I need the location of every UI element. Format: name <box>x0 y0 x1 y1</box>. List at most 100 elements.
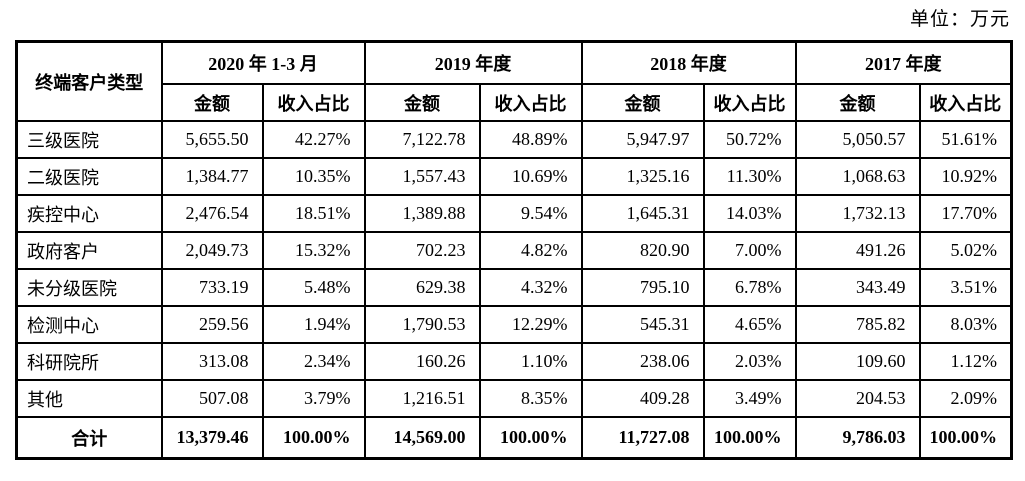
cell-amount: 313.08 <box>160 342 264 381</box>
subheader-amount-2019: 金额 <box>363 83 481 122</box>
cell-amount: 491.26 <box>794 231 921 270</box>
cell-share: 1.94% <box>261 305 366 344</box>
table-row: 三级医院 5,655.50 42.27% 7,122.78 48.89% 5,947.97… <box>15 120 1013 159</box>
cell-amount: 11,727.08 <box>580 416 705 460</box>
cell-amount: 1,790.53 <box>363 305 481 344</box>
cell-amount: 1,732.13 <box>794 194 921 233</box>
cell-amount: 785.82 <box>794 305 921 344</box>
subheader-amount-2017: 金额 <box>794 83 921 122</box>
table-header: 终端客户类型 2020 年 1-3 月 2019 年度 2018 年度 2017… <box>15 40 1013 122</box>
cell-amount: 1,068.63 <box>794 157 921 196</box>
cell-amount: 259.56 <box>160 305 264 344</box>
cell-amount: 204.53 <box>794 379 921 418</box>
cell-share: 3.51% <box>918 268 1013 307</box>
subheader-share-2019: 收入占比 <box>478 83 583 122</box>
cell-amount: 1,389.88 <box>363 194 481 233</box>
subheader-row: 金额 收入占比 金额 收入占比 金额 收入占比 金额 收入占比 <box>17 83 1013 122</box>
period-header-row: 终端客户类型 2020 年 1-3 月 2019 年度 2018 年度 2017… <box>15 40 1013 122</box>
cell-amount: 629.38 <box>363 268 481 307</box>
cell-amount: 820.90 <box>580 231 705 270</box>
cell-share: 17.70% <box>918 194 1013 233</box>
row-label: 二级医院 <box>15 157 163 196</box>
cell-amount: 1,557.43 <box>363 157 481 196</box>
cell-share: 14.03% <box>702 194 797 233</box>
cell-share: 8.03% <box>918 305 1013 344</box>
cell-amount: 13,379.46 <box>160 416 264 460</box>
cell-amount: 238.06 <box>580 342 705 381</box>
row-label: 未分级医院 <box>15 268 163 307</box>
cell-share: 42.27% <box>261 120 366 159</box>
cell-share: 15.32% <box>261 231 366 270</box>
row-label: 检测中心 <box>15 305 163 344</box>
cell-share: 3.49% <box>702 379 797 418</box>
cell-share: 10.92% <box>918 157 1013 196</box>
cell-amount: 1,384.77 <box>160 157 264 196</box>
total-row-label: 合计 <box>15 416 163 460</box>
cell-amount: 733.19 <box>160 268 264 307</box>
cell-share: 2.09% <box>918 379 1013 418</box>
subheader-share-2020-q1: 收入占比 <box>261 83 366 122</box>
subheader-share-2017: 收入占比 <box>918 83 1013 122</box>
cell-share: 2.34% <box>261 342 366 381</box>
cell-share: 6.78% <box>702 268 797 307</box>
cell-share: 12.29% <box>478 305 583 344</box>
cell-share: 4.82% <box>478 231 583 270</box>
cell-amount: 109.60 <box>794 342 921 381</box>
row-label: 三级医院 <box>15 120 163 159</box>
cell-share: 1.12% <box>918 342 1013 381</box>
unit-label: 单位：万元 <box>909 9 1010 30</box>
cell-share: 50.72% <box>702 120 797 159</box>
cell-amount: 795.10 <box>580 268 705 307</box>
table-row: 政府客户 2,049.73 15.32% 702.23 4.82% 820.90 7.00%… <box>15 231 1013 270</box>
cell-share: 4.65% <box>702 305 797 344</box>
table-row: 二级医院 1,384.77 10.35% 1,557.43 10.69% 1,325.16… <box>15 157 1013 196</box>
cell-share: 9.54% <box>478 194 583 233</box>
cell-share: 18.51% <box>261 194 366 233</box>
cell-share: 10.35% <box>261 157 366 196</box>
cell-share: 5.02% <box>918 231 1013 270</box>
cell-amount: 14,569.00 <box>363 416 481 460</box>
row-label: 其他 <box>15 379 163 418</box>
cell-share: 10.69% <box>478 157 583 196</box>
cell-share: 100.00% <box>702 416 797 460</box>
table-row: 检测中心 259.56 1.94% 1,790.53 12.29% 545.31 4.65%… <box>15 305 1013 344</box>
cell-amount: 5,655.50 <box>160 120 264 159</box>
period-header-2019: 2019 年度 <box>363 40 583 85</box>
cell-share: 11.30% <box>702 157 797 196</box>
cell-amount: 7,122.78 <box>363 120 481 159</box>
table-body: 三级医院 5,655.50 42.27% 7,122.78 48.89% 5,947.97… <box>15 120 1013 460</box>
cell-amount: 2,049.73 <box>160 231 264 270</box>
table-row: 未分级医院 733.19 5.48% 629.38 4.32% 795.10 6.78% 34… <box>15 268 1013 307</box>
row-label: 政府客户 <box>15 231 163 270</box>
revenue-by-customer-type-table: 终端客户类型 2020 年 1-3 月 2019 年度 2018 年度 2017… <box>15 40 1013 460</box>
cell-amount: 9,786.03 <box>794 416 921 460</box>
cell-share: 48.89% <box>478 120 583 159</box>
cell-amount: 5,050.57 <box>794 120 921 159</box>
period-header-2018: 2018 年度 <box>580 40 797 85</box>
cell-amount: 409.28 <box>580 379 705 418</box>
row-label: 科研院所 <box>15 342 163 381</box>
cell-share: 1.10% <box>478 342 583 381</box>
subheader-share-2018: 收入占比 <box>702 83 797 122</box>
cell-share: 5.48% <box>261 268 366 307</box>
cell-share: 7.00% <box>702 231 797 270</box>
cell-amount: 1,645.31 <box>580 194 705 233</box>
cell-amount: 1,216.51 <box>363 379 481 418</box>
cell-amount: 545.31 <box>580 305 705 344</box>
cell-amount: 2,476.54 <box>160 194 264 233</box>
table-row: 其他 507.08 3.79% 1,216.51 8.35% 409.28 3.49% 204… <box>15 379 1013 418</box>
cell-amount: 507.08 <box>160 379 264 418</box>
cell-share: 2.03% <box>702 342 797 381</box>
subheader-amount-2018: 金额 <box>580 83 705 122</box>
period-header-2017: 2017 年度 <box>794 40 1013 85</box>
cell-share: 100.00% <box>918 416 1013 460</box>
table-row: 科研院所 313.08 2.34% 160.26 1.10% 238.06 2.03% 109… <box>15 342 1013 381</box>
total-row: 合计 13,379.46 100.00% 14,569.00 100.00% 11,727… <box>15 416 1013 460</box>
column-header-customer-type: 终端客户类型 <box>15 40 163 122</box>
table-row: 疾控中心 2,476.54 18.51% 1,389.88 9.54% 1,645.31 1… <box>15 194 1013 233</box>
row-label: 疾控中心 <box>15 194 163 233</box>
period-header-2020-q1: 2020 年 1-3 月 <box>160 40 366 85</box>
cell-amount: 160.26 <box>363 342 481 381</box>
cell-share: 100.00% <box>261 416 366 460</box>
cell-share: 100.00% <box>478 416 583 460</box>
